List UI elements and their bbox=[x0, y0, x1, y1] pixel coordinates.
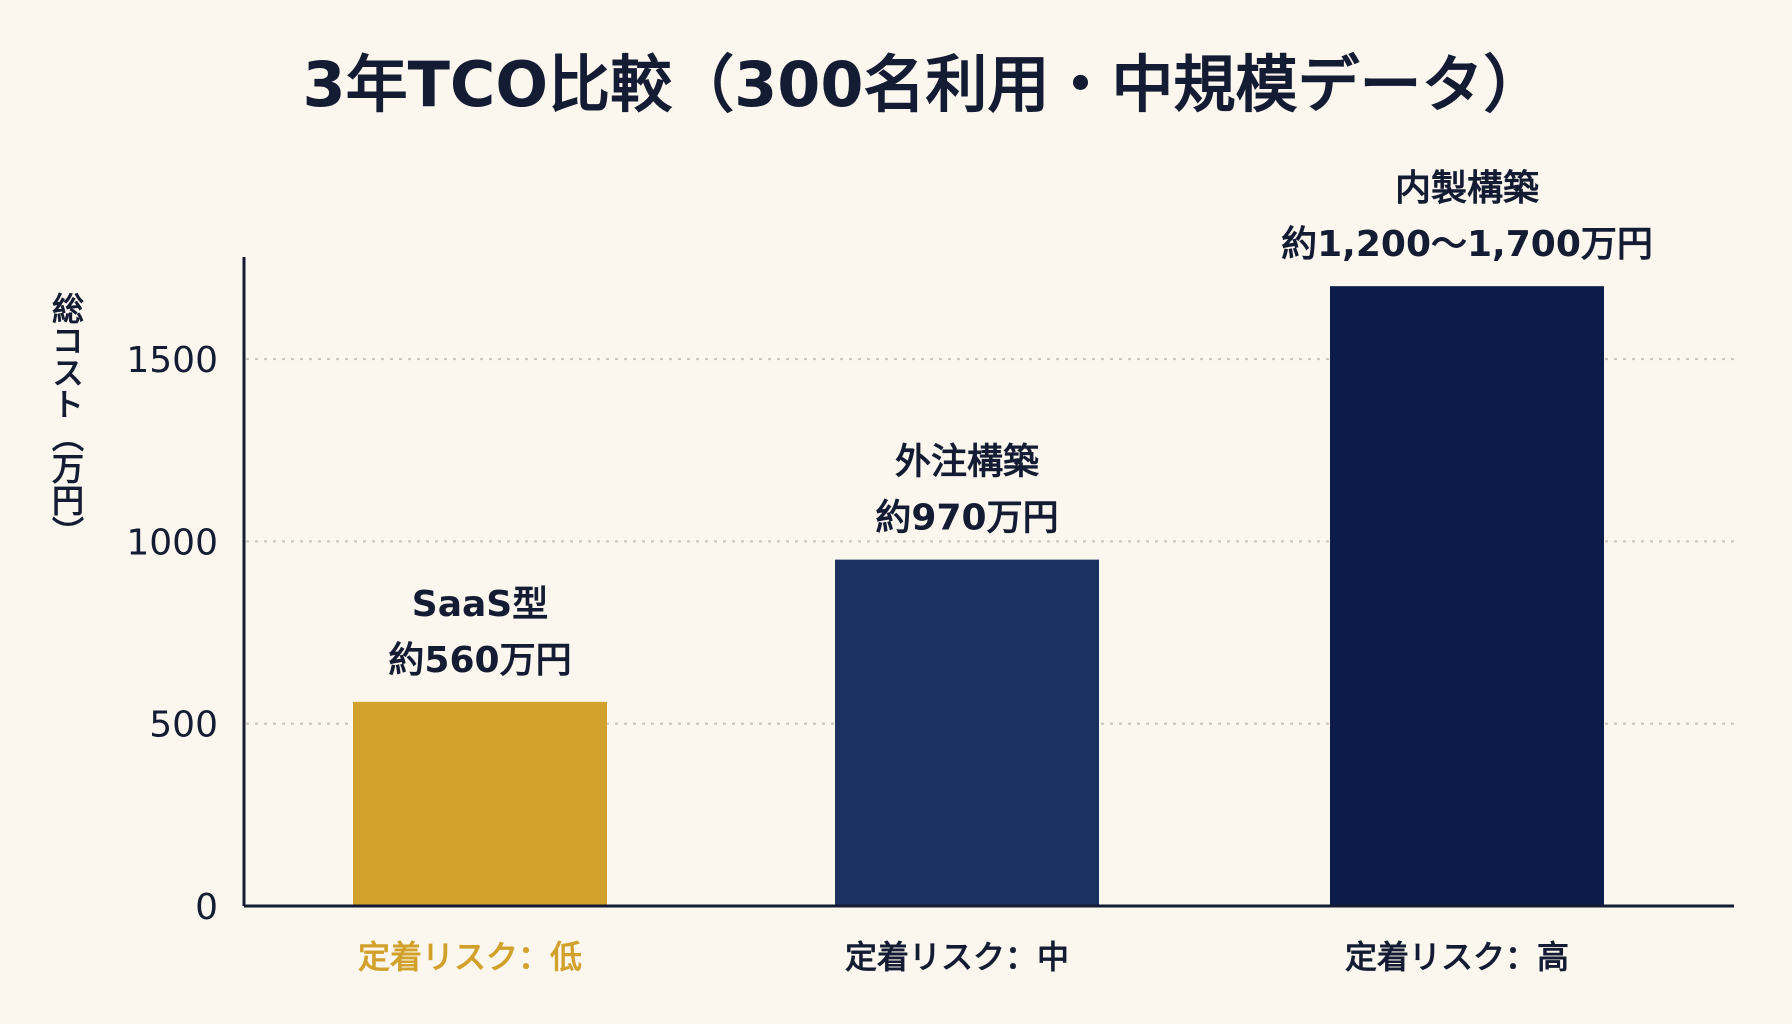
bar bbox=[353, 701, 607, 906]
x-category-label: 定着リスク：中 bbox=[845, 938, 1069, 976]
y-axis-label: 総コスト（万円） bbox=[47, 292, 85, 548]
x-category-label: 定着リスク：高 bbox=[1345, 938, 1569, 976]
bar bbox=[835, 559, 1099, 906]
x-category-label: 定着リスク：低 bbox=[358, 938, 582, 976]
chart-title: 3年TCO比較（300名利用・中規模データ） bbox=[302, 48, 1545, 121]
bar-title-label: 内製構築 bbox=[1395, 168, 1540, 209]
bars bbox=[353, 286, 1604, 906]
y-tick-label: 500 bbox=[149, 705, 218, 746]
bar-value-label: 約1,200〜1,700万円 bbox=[1281, 224, 1653, 265]
x-category-labels: 定着リスク：低 定着リスク：中 定着リスク：高 bbox=[358, 938, 1569, 976]
y-tick-label: 1000 bbox=[126, 522, 218, 563]
bar-title-label: 外注構築 bbox=[895, 442, 1040, 483]
y-tick-labels: 0 500 1000 1500 bbox=[126, 340, 218, 928]
bar-title-label: SaaS型 bbox=[412, 584, 548, 625]
bar-value-label: 約560万円 bbox=[388, 640, 571, 681]
y-tick-label: 1500 bbox=[126, 340, 218, 381]
y-tick-label: 0 bbox=[195, 887, 218, 928]
bar-value-label: 約970万円 bbox=[875, 498, 1058, 539]
bar bbox=[1330, 286, 1604, 906]
